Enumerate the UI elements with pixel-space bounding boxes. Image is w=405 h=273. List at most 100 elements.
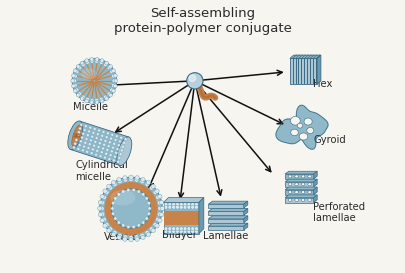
Circle shape <box>153 222 157 227</box>
Circle shape <box>111 146 114 149</box>
Circle shape <box>90 152 93 155</box>
Circle shape <box>115 135 118 138</box>
Circle shape <box>111 202 115 205</box>
Circle shape <box>104 152 107 155</box>
Circle shape <box>117 179 122 184</box>
Circle shape <box>109 70 113 74</box>
Circle shape <box>171 230 175 233</box>
Circle shape <box>100 201 104 205</box>
Circle shape <box>88 143 91 146</box>
Circle shape <box>190 203 194 206</box>
Ellipse shape <box>294 191 298 194</box>
Circle shape <box>145 197 148 200</box>
Polygon shape <box>208 223 247 226</box>
Polygon shape <box>313 179 316 187</box>
Circle shape <box>111 212 115 215</box>
Circle shape <box>141 235 145 239</box>
Circle shape <box>73 69 77 73</box>
Circle shape <box>113 84 117 88</box>
Ellipse shape <box>117 137 132 166</box>
Circle shape <box>140 233 144 238</box>
Circle shape <box>100 99 104 103</box>
Circle shape <box>117 233 122 238</box>
Circle shape <box>134 235 139 239</box>
Circle shape <box>102 189 107 193</box>
Circle shape <box>122 145 124 148</box>
Circle shape <box>155 195 160 200</box>
Circle shape <box>109 88 113 92</box>
Circle shape <box>183 205 187 209</box>
Circle shape <box>87 147 90 150</box>
Circle shape <box>98 142 101 145</box>
Polygon shape <box>163 202 198 234</box>
Ellipse shape <box>110 190 135 205</box>
Circle shape <box>90 60 94 63</box>
Circle shape <box>157 194 162 199</box>
Polygon shape <box>208 226 243 230</box>
Circle shape <box>91 148 94 151</box>
Circle shape <box>80 61 84 65</box>
Text: Gyroid: Gyroid <box>312 135 345 145</box>
Text: Cylindrical
micelle: Cylindrical micelle <box>75 160 128 182</box>
Circle shape <box>98 212 102 217</box>
Circle shape <box>100 212 104 216</box>
Circle shape <box>159 200 164 204</box>
Ellipse shape <box>303 118 311 125</box>
Circle shape <box>122 190 125 193</box>
Circle shape <box>154 224 159 228</box>
Circle shape <box>73 74 77 78</box>
Circle shape <box>187 230 190 233</box>
Circle shape <box>147 212 150 215</box>
Circle shape <box>94 153 97 156</box>
Circle shape <box>134 237 139 241</box>
Circle shape <box>92 131 95 134</box>
Ellipse shape <box>294 175 298 178</box>
Circle shape <box>94 140 97 143</box>
Circle shape <box>116 147 119 150</box>
Circle shape <box>183 230 187 233</box>
Circle shape <box>109 65 112 69</box>
Circle shape <box>168 227 171 231</box>
Ellipse shape <box>104 182 157 235</box>
Circle shape <box>76 93 80 97</box>
Circle shape <box>117 193 120 196</box>
Polygon shape <box>284 179 316 182</box>
Circle shape <box>171 205 175 209</box>
Circle shape <box>137 224 140 227</box>
Circle shape <box>168 230 171 233</box>
Circle shape <box>97 206 102 211</box>
Circle shape <box>104 97 108 100</box>
Circle shape <box>117 156 121 159</box>
Circle shape <box>146 180 150 185</box>
Circle shape <box>168 203 171 206</box>
Circle shape <box>111 69 115 73</box>
Ellipse shape <box>72 58 116 103</box>
Circle shape <box>103 63 107 67</box>
Circle shape <box>89 139 92 142</box>
Circle shape <box>175 205 179 209</box>
Circle shape <box>141 177 145 182</box>
Circle shape <box>179 230 183 233</box>
Circle shape <box>116 160 119 163</box>
Polygon shape <box>243 209 247 215</box>
Circle shape <box>86 134 89 137</box>
Circle shape <box>106 132 109 135</box>
Ellipse shape <box>298 133 307 140</box>
Circle shape <box>149 186 153 190</box>
Circle shape <box>102 143 105 146</box>
Circle shape <box>128 238 133 242</box>
Circle shape <box>111 180 115 185</box>
Circle shape <box>72 79 77 83</box>
Circle shape <box>79 140 82 143</box>
Circle shape <box>102 217 106 222</box>
Circle shape <box>95 60 98 63</box>
Circle shape <box>107 145 110 148</box>
Circle shape <box>190 230 194 233</box>
Polygon shape <box>289 58 316 84</box>
Circle shape <box>128 177 133 182</box>
Polygon shape <box>289 55 320 58</box>
Circle shape <box>147 202 150 205</box>
Circle shape <box>108 141 111 144</box>
Circle shape <box>77 147 80 150</box>
Ellipse shape <box>306 127 313 133</box>
